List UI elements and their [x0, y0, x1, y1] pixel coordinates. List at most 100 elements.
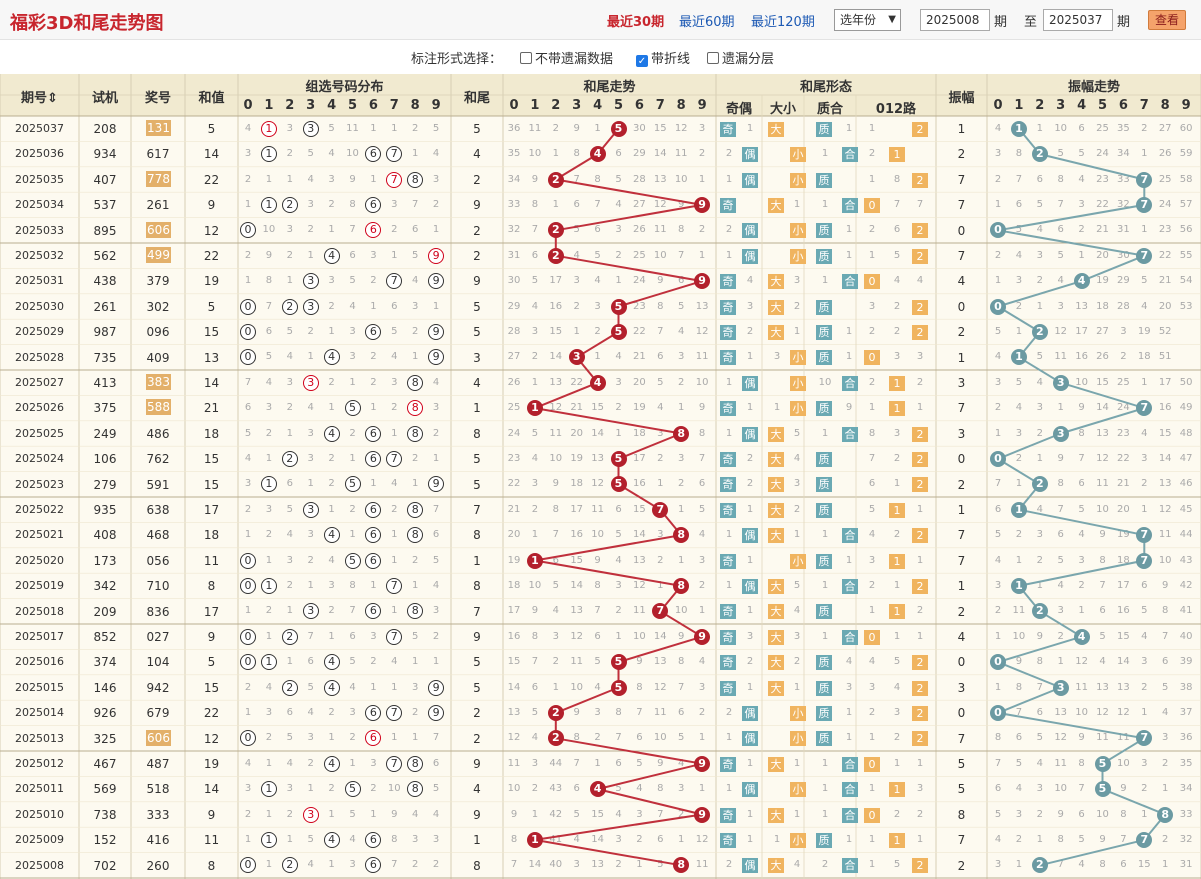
trend-missing: 26 [633, 224, 646, 236]
digit-head: 5 [1097, 98, 1108, 113]
prime-missing: 1 [845, 706, 853, 718]
group-missing: 4 [432, 579, 440, 591]
size-missing: 1 [793, 325, 801, 337]
trend-missing: 22 [570, 376, 584, 388]
trend-missing: 2 [698, 148, 706, 160]
group-missing: 5 [265, 351, 273, 363]
trend-missing: 43 [549, 783, 563, 795]
route-missing: 1 [916, 630, 924, 642]
option-no-missing[interactable]: 不带遗漏数据 [520, 48, 613, 67]
route-box: 1 [889, 782, 905, 798]
prime-box: 合 [842, 147, 858, 163]
period-cell: 2025031 [15, 274, 64, 288]
group-missing: 2 [412, 554, 419, 566]
tail-cell: 1 [473, 553, 481, 568]
trend-missing: 1 [594, 351, 601, 363]
group-missing: 1 [349, 376, 356, 388]
amp-missing: 23 [1158, 224, 1172, 236]
group-missing: 2 [370, 783, 377, 795]
odd-missing: 1 [725, 427, 733, 439]
trend-missing: 4 [615, 351, 622, 363]
trend-missing: 2 [678, 478, 685, 490]
tail-ball: 9 [694, 628, 711, 645]
from-period-input[interactable]: 2025008 [920, 9, 990, 31]
odd-even-box: 奇 [720, 756, 736, 772]
to-period-input[interactable]: 2025037 [1043, 9, 1113, 31]
trend-missing: 14 [653, 630, 667, 642]
trend-missing: 2 [657, 554, 664, 566]
tail-cell: 8 [473, 858, 481, 873]
amp-missing: 24 [1096, 148, 1109, 160]
route-missing: 2 [868, 325, 876, 337]
prime-box: 质 [816, 477, 832, 493]
amp-missing: 3 [1015, 808, 1023, 820]
group-missing: 1 [412, 656, 419, 668]
prime-missing: 10 [818, 376, 832, 388]
amp-missing: 1 [1015, 478, 1023, 490]
trend-missing: 16 [570, 529, 584, 541]
query-button[interactable]: 查看 [1148, 10, 1186, 30]
trend-missing: 2 [573, 300, 580, 312]
amp-missing: 12 [1117, 706, 1130, 718]
group-ball: 0 [240, 577, 256, 594]
option-layered[interactable]: 遗漏分层 [707, 48, 774, 67]
trend-missing: 6 [678, 706, 685, 718]
amp-missing: 2 [1036, 275, 1043, 287]
odd-even-box: 偶 [742, 578, 758, 594]
range-120-link[interactable]: 最近120期 [751, 15, 815, 30]
year-select[interactable]: 选年份 ▼ [834, 9, 901, 31]
trend-missing: 15 [591, 808, 604, 820]
option-label: 标注形式选择： [411, 52, 503, 67]
route-missing: 2 [868, 224, 876, 236]
checkbox-icon[interactable] [707, 52, 719, 64]
option-with-line[interactable]: ✓ 带折线 [636, 48, 690, 67]
amp-missing: 10 [1012, 630, 1026, 642]
trial-cell: 413 [93, 376, 117, 390]
trend-missing: 7 [573, 173, 580, 185]
amp-cell: 7 [957, 401, 966, 416]
trend-missing: 7 [657, 808, 664, 820]
odd-even-box: 奇 [720, 655, 736, 671]
trend-missing: 26 [507, 376, 521, 388]
size-box: 大 [768, 324, 784, 340]
trend-missing: 11 [653, 224, 667, 236]
trend-missing: 2 [552, 122, 559, 134]
amp-missing: 1 [1141, 808, 1148, 820]
route-box: 1 [889, 604, 905, 620]
odd-missing: 2 [746, 325, 754, 337]
amp-missing: 1 [1078, 249, 1085, 261]
group-ball: 1 [260, 831, 277, 848]
route-box: 0 [864, 197, 880, 213]
trend-missing: 12 [653, 681, 667, 693]
amp-missing: 26 [1158, 148, 1172, 160]
group-missing: 5 [244, 427, 252, 439]
amp-missing: 1 [1141, 224, 1148, 236]
amp-missing: 57 [1179, 198, 1193, 210]
route-box: 0 [864, 274, 880, 290]
amp-missing: 1 [994, 681, 1002, 693]
group-missing: 6 [244, 402, 252, 414]
tail-ball: 8 [673, 577, 690, 594]
trend-missing: 11 [653, 706, 667, 718]
trend-missing: 4 [552, 605, 559, 617]
prime-missing: 1 [821, 148, 829, 160]
prime-box: 质 [816, 553, 832, 569]
range-60-link[interactable]: 最近60期 [679, 15, 735, 30]
trend-missing: 40 [549, 859, 563, 871]
trend-missing: 11 [570, 656, 584, 668]
amp-missing: 1 [1015, 554, 1023, 566]
range-30-link[interactable]: 最近30期 [607, 15, 665, 30]
checkbox-icon[interactable] [520, 52, 532, 64]
group-missing: 6 [432, 757, 440, 769]
route-missing: 1 [916, 402, 924, 414]
trial-cell: 467 [93, 757, 117, 771]
amp-missing: 5 [1015, 757, 1023, 769]
size-box: 小 [790, 731, 806, 747]
prime-missing: 1 [845, 833, 853, 845]
trend-missing: 6 [573, 783, 580, 795]
route-box: 2 [912, 528, 928, 544]
route-box: 2 [912, 426, 928, 442]
trend-missing: 2 [615, 605, 622, 617]
checkbox-checked-icon[interactable]: ✓ [636, 55, 648, 67]
tail-ball: 9 [694, 273, 711, 290]
